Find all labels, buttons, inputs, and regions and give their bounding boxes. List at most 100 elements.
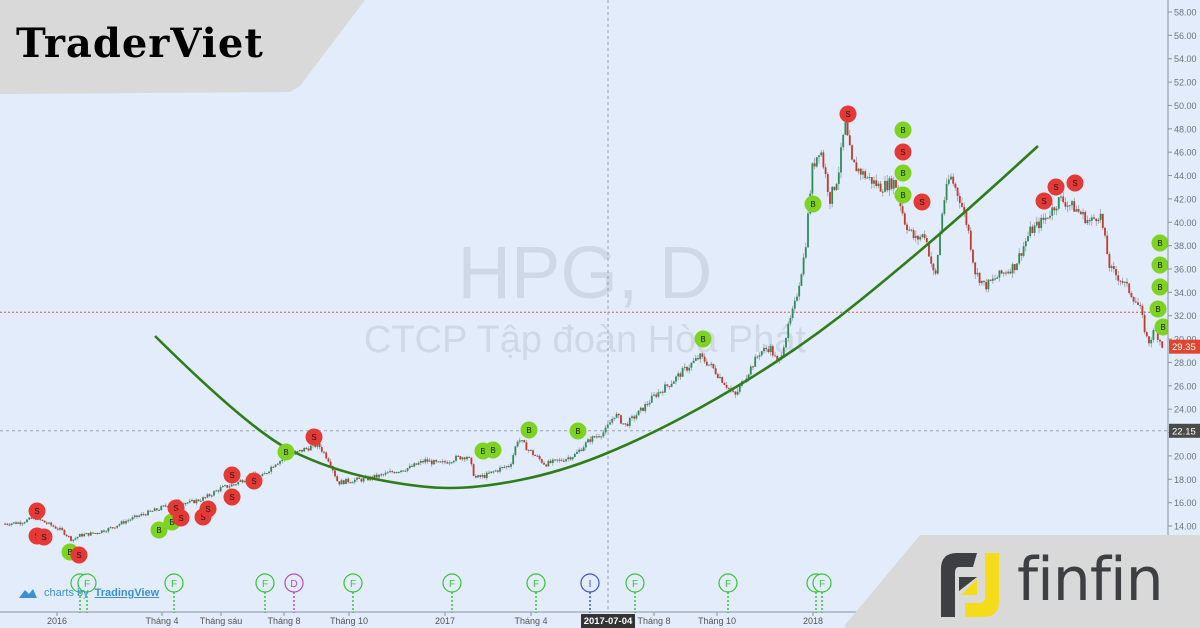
sell-signal[interactable]: S	[28, 502, 46, 520]
svg-text:B: B	[900, 169, 905, 178]
event-marker-f[interactable]: F	[812, 573, 832, 613]
sell-signal[interactable]: S	[172, 509, 190, 527]
buy-signal[interactable]: B	[1154, 318, 1172, 336]
event-markers[interactable]: FFFFDFFFIFFFF	[70, 573, 832, 613]
attribution-prefix: charts by	[44, 587, 89, 599]
time-tick-label: 2018	[803, 616, 823, 626]
svg-text:B: B	[575, 427, 580, 436]
buy-sell-signals[interactable]: SSSBSBBSSSSSSSBSBBBBBBSBSBBSSSSBBBBB	[28, 105, 1172, 564]
svg-text:S: S	[41, 533, 46, 542]
svg-text:D: D	[290, 579, 297, 590]
price-tick-label: 56.00	[1174, 31, 1197, 41]
event-marker-f[interactable]: F	[164, 573, 184, 613]
time-tick-label: 2017	[435, 616, 455, 626]
price-tick-label: 42.00	[1174, 194, 1197, 204]
sell-signal[interactable]: S	[223, 466, 241, 484]
buy-signal[interactable]: B	[520, 421, 538, 439]
price-axis[interactable]: 14.0016.0018.0020.0022.0024.0026.0028.00…	[1167, 0, 1200, 612]
watermark-symbol: HPG, D	[458, 231, 713, 314]
time-tick-label: Tháng 8	[637, 616, 670, 626]
price-tick-label: 26.00	[1174, 381, 1197, 391]
svg-text:B: B	[526, 426, 531, 435]
cup-trendline[interactable]	[154, 145, 1039, 490]
price-tick-label: 44.00	[1174, 171, 1197, 181]
tradingview-link[interactable]: TradingView	[94, 587, 160, 599]
buy-signal[interactable]: B	[894, 164, 912, 182]
svg-text:S: S	[900, 148, 905, 157]
buy-signal[interactable]: B	[1149, 300, 1167, 318]
buy-signal[interactable]: B	[894, 121, 912, 139]
price-tick-label: 30.00	[1174, 335, 1197, 345]
svg-text:S: S	[200, 513, 205, 522]
traderviet-logo-text: TraderViet	[16, 20, 264, 67]
price-tick-label: 24.00	[1174, 405, 1197, 415]
sell-signal[interactable]: S	[35, 528, 53, 546]
sell-signal[interactable]: S	[1066, 174, 1084, 192]
svg-text:B: B	[1157, 283, 1162, 292]
time-tick-label: Tháng 4	[514, 616, 547, 626]
buy-signal[interactable]: B	[150, 521, 168, 539]
event-marker-f[interactable]: F	[343, 573, 363, 613]
sell-signal[interactable]: S	[245, 472, 263, 490]
buy-signal[interactable]: B	[1151, 278, 1169, 296]
sell-signal[interactable]: S	[1047, 178, 1065, 196]
time-axis[interactable]: 2016 Tháng 4 Tháng sáu Tháng 8 Tháng 10 2017 T…	[0, 611, 1168, 628]
svg-text:B: B	[156, 526, 161, 535]
buy-signal[interactable]: B	[694, 330, 712, 348]
price-tick-label: 38.00	[1174, 241, 1197, 251]
svg-text:S: S	[251, 477, 256, 486]
svg-text:F: F	[171, 579, 177, 590]
svg-text:S: S	[1041, 197, 1046, 206]
sell-signal[interactable]: S	[1035, 192, 1053, 210]
price-tick-label: 46.00	[1174, 148, 1197, 158]
time-tick-label: Tháng 8	[267, 616, 300, 626]
time-tick-label: Tháng 4	[145, 616, 178, 626]
svg-text:I: I	[589, 579, 592, 590]
svg-text:S: S	[173, 504, 178, 513]
svg-text:F: F	[262, 579, 268, 590]
svg-text:S: S	[229, 471, 234, 480]
price-tick-label: 40.00	[1174, 218, 1197, 228]
price-tick-label: 36.00	[1174, 265, 1197, 275]
sell-signal[interactable]: S	[223, 488, 241, 506]
sell-signal[interactable]: S	[839, 105, 857, 123]
svg-text:B: B	[900, 126, 905, 135]
svg-text:F: F	[84, 579, 90, 590]
price-tick-label: 54.00	[1174, 54, 1197, 64]
svg-text:B: B	[700, 335, 705, 344]
time-tick-label: 2016	[47, 616, 67, 626]
svg-text:F: F	[350, 579, 356, 590]
buy-signal[interactable]: B	[894, 186, 912, 204]
sell-signal[interactable]: S	[913, 193, 931, 211]
buy-signal[interactable]: B	[1151, 234, 1169, 252]
svg-text:22.15: 22.15	[1172, 426, 1196, 437]
buy-signal[interactable]: B	[1151, 256, 1169, 274]
buy-signal[interactable]: B	[569, 422, 587, 440]
sell-signal[interactable]: S	[199, 500, 217, 518]
event-marker-d[interactable]: D	[284, 573, 304, 613]
event-marker-f[interactable]: F	[526, 573, 546, 613]
sell-signal[interactable]: S	[70, 546, 88, 564]
event-marker-f[interactable]: F	[718, 573, 738, 613]
sell-signal[interactable]: S	[305, 428, 323, 446]
event-marker-f[interactable]: F	[255, 573, 275, 613]
event-marker-f[interactable]: F	[625, 573, 645, 613]
sell-signal[interactable]: S	[894, 143, 912, 161]
buy-signal[interactable]: B	[277, 443, 295, 461]
tradingview-attribution[interactable]: charts by TradingView	[18, 587, 159, 599]
svg-text:B: B	[1157, 239, 1162, 248]
event-marker-f[interactable]: F	[442, 573, 462, 613]
buy-signal[interactable]: B	[484, 441, 502, 459]
price-tick-label: 20.00	[1174, 451, 1197, 461]
tradingview-cloud-icon	[19, 589, 37, 598]
price-tick-label: 16.00	[1174, 498, 1197, 508]
price-tick-label: 18.00	[1174, 475, 1197, 485]
event-marker-f[interactable]: F	[77, 573, 97, 613]
svg-text:B: B	[283, 448, 288, 457]
svg-text:B: B	[1160, 323, 1165, 332]
buy-signal[interactable]: B	[804, 195, 822, 213]
crosshair-price-label	[1169, 423, 1200, 438]
svg-text:29.35: 29.35	[1172, 342, 1196, 353]
event-marker-i[interactable]: I	[580, 573, 600, 613]
